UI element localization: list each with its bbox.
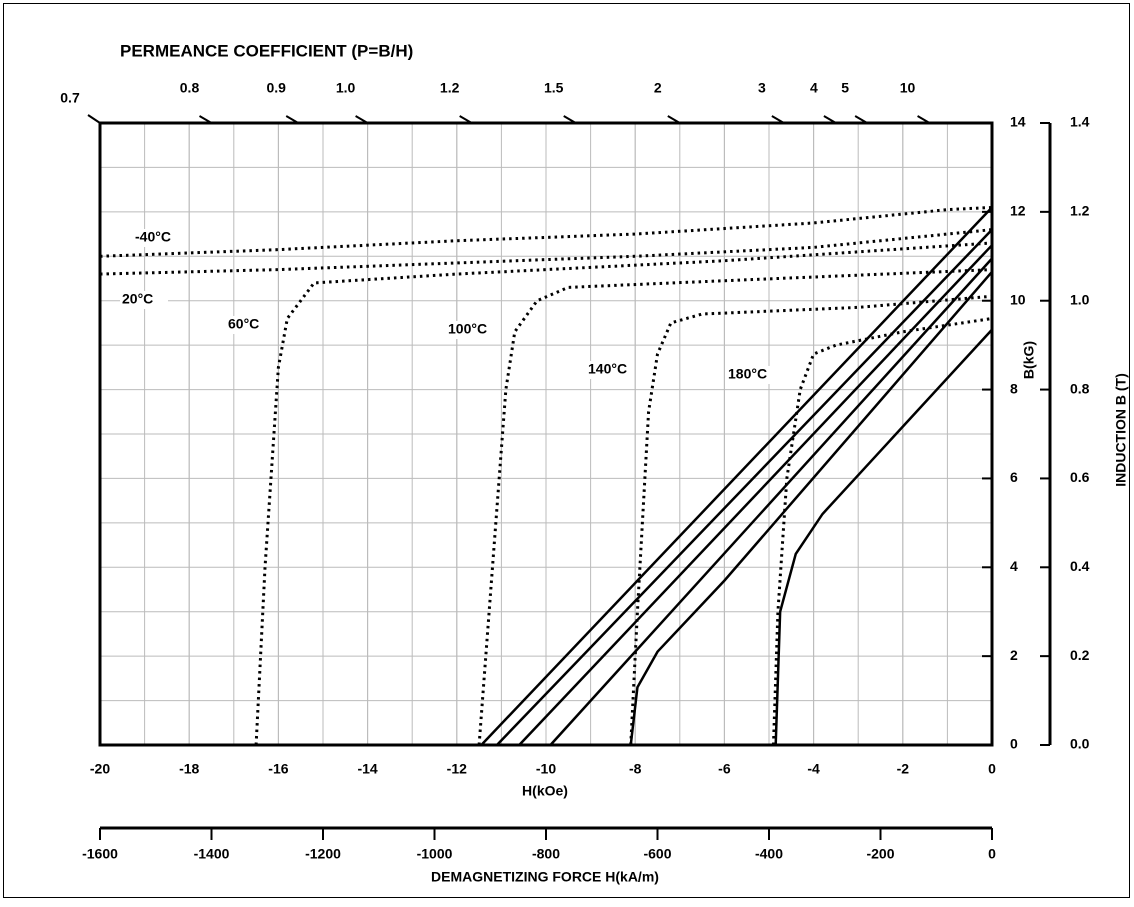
curve-label: 180°C bbox=[728, 366, 767, 382]
curve-label: 20°C bbox=[122, 291, 153, 307]
y2-axis-label: INDUCTION B (T) bbox=[1113, 373, 1129, 487]
x2-tick-label: -1600 bbox=[82, 846, 118, 862]
y-tick-label: 2 bbox=[1010, 647, 1018, 663]
permeance-label: 0.8 bbox=[180, 80, 200, 96]
permeance-tick bbox=[285, 115, 299, 124]
x-tick-label: -18 bbox=[179, 761, 199, 777]
plot-frame bbox=[98, 121, 994, 747]
permeance-tick bbox=[198, 115, 213, 124]
curve-label: 100°C bbox=[448, 321, 487, 337]
curve bbox=[771, 317, 993, 746]
permeance-label: 0.9 bbox=[266, 80, 286, 96]
curve bbox=[496, 228, 993, 746]
y-tick-label: 8 bbox=[1010, 380, 1018, 396]
x-tick-label: -12 bbox=[447, 761, 467, 777]
chart-title: PERMEANCE COEFFICIENT (P=B/H) bbox=[120, 41, 413, 60]
y-tick-label: 0 bbox=[1010, 736, 1018, 752]
permeance-tick bbox=[771, 115, 785, 124]
x2-tick-label: 0 bbox=[988, 846, 996, 862]
y-axis-label: B(kG) bbox=[1021, 341, 1037, 379]
frame bbox=[3, 3, 1130, 898]
y2-tick-label: 0.4 bbox=[1070, 558, 1090, 574]
permeance-label: 1.0 bbox=[336, 80, 356, 96]
curve-label: 60°C bbox=[228, 316, 259, 332]
permeance-tick bbox=[823, 115, 837, 124]
curve-label: -40°C bbox=[135, 229, 171, 245]
x-tick-label: -2 bbox=[897, 761, 910, 777]
curve bbox=[518, 244, 993, 746]
permeance-tick bbox=[854, 115, 868, 124]
x-tick-label: -10 bbox=[536, 761, 556, 777]
y2-tick-label: 0.2 bbox=[1070, 647, 1090, 663]
y2-tick-label: 0.8 bbox=[1070, 380, 1090, 396]
permeance-label: 3 bbox=[758, 80, 766, 96]
permeance-tick bbox=[667, 115, 681, 124]
permeance-tick bbox=[563, 115, 577, 124]
curve bbox=[549, 257, 993, 746]
y2-tick-label: 1.4 bbox=[1070, 114, 1090, 130]
y2-tick-label: 0.6 bbox=[1070, 469, 1090, 485]
curve bbox=[774, 328, 993, 746]
permeance-tick bbox=[917, 115, 931, 124]
y-tick-label: 10 bbox=[1010, 291, 1026, 307]
x-tick-label: -8 bbox=[629, 761, 642, 777]
x2-tick-label: -200 bbox=[866, 846, 894, 862]
permeance-label: 10 bbox=[900, 80, 916, 96]
permeance-tick bbox=[355, 115, 369, 124]
x-tick-label: -4 bbox=[807, 761, 820, 777]
y2-tick-label: 0.0 bbox=[1070, 736, 1090, 752]
permeance-label: 4 bbox=[810, 80, 818, 96]
x2-tick-label: -600 bbox=[643, 846, 671, 862]
curve bbox=[477, 268, 993, 746]
permeance-label: 5 bbox=[841, 80, 849, 96]
permeance-label: 0.7 bbox=[60, 90, 80, 106]
curve bbox=[480, 206, 993, 746]
x-tick-label: -14 bbox=[357, 761, 377, 777]
y-tick-label: 4 bbox=[1010, 558, 1018, 574]
label-bg bbox=[586, 361, 634, 379]
x2-tick-label: -1000 bbox=[417, 846, 453, 862]
y2-tick-label: 1.2 bbox=[1070, 203, 1090, 219]
label-bg bbox=[726, 366, 774, 384]
x2-tick-label: -400 bbox=[755, 846, 783, 862]
label-bg bbox=[226, 316, 274, 334]
curve-label: 140°C bbox=[588, 361, 627, 377]
x-axis-label: H(kOe) bbox=[522, 783, 568, 799]
label-bg bbox=[446, 321, 494, 339]
y2-tick-label: 1.0 bbox=[1070, 291, 1090, 307]
x-tick-label: 0 bbox=[988, 761, 996, 777]
permeance-tick bbox=[87, 114, 101, 124]
y-tick-label: 12 bbox=[1010, 203, 1026, 219]
x-tick-label: -6 bbox=[718, 761, 731, 777]
y-tick-label: 14 bbox=[1010, 114, 1026, 130]
permeance-label: 1.5 bbox=[544, 80, 564, 96]
label-bg bbox=[133, 229, 181, 247]
y-tick-label: 6 bbox=[1010, 469, 1018, 485]
permeance-label: 2 bbox=[654, 80, 662, 96]
label-bg bbox=[120, 291, 168, 309]
permeance-tick bbox=[459, 115, 473, 124]
x2-tick-label: -1400 bbox=[194, 846, 230, 862]
x-tick-label: -20 bbox=[90, 761, 110, 777]
x-tick-label: -16 bbox=[268, 761, 288, 777]
curve bbox=[629, 271, 993, 746]
x2-axis-label: DEMAGNETIZING FORCE H(kA/m) bbox=[431, 869, 659, 885]
permeance-label: 1.2 bbox=[440, 80, 460, 96]
x2-tick-label: -800 bbox=[532, 846, 560, 862]
curve bbox=[254, 241, 993, 746]
x2-tick-label: -1200 bbox=[305, 846, 341, 862]
